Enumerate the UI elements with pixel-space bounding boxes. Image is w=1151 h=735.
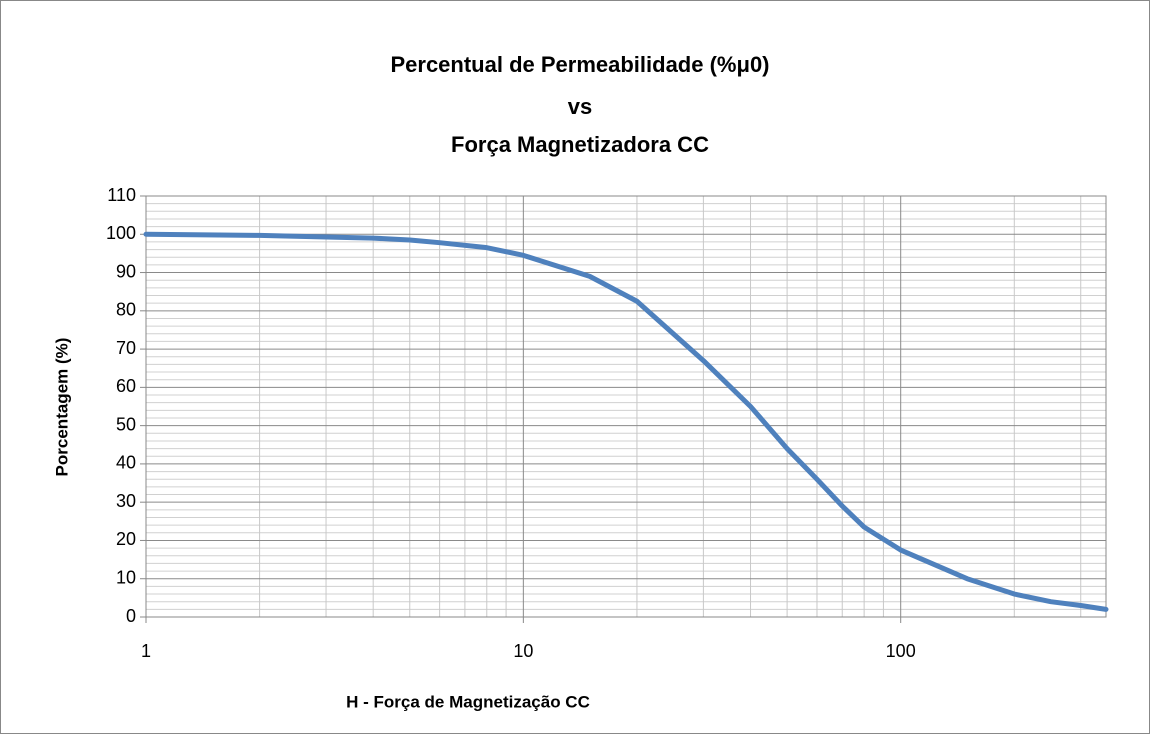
y-tick-label: 110 [107, 185, 136, 205]
chart-title: vs [568, 94, 592, 119]
y-tick-label: 80 [116, 300, 136, 320]
plot-border [145, 195, 1107, 618]
y-axis-label: Porcentagem (%) [52, 338, 71, 477]
x-tick-label: 1 [141, 641, 151, 661]
y-tick-label: 30 [116, 491, 136, 511]
y-tick-label: 50 [116, 414, 136, 434]
y-tick-label: 10 [116, 567, 136, 587]
y-tick-label: 20 [116, 529, 136, 549]
y-tick-label: 90 [116, 261, 136, 281]
x-tick-label: 10 [513, 641, 533, 661]
y-tick-label: 100 [106, 223, 136, 243]
y-tick-label: 70 [116, 338, 136, 358]
chart-title: Percentual de Permeabilidade (%μ0) [390, 52, 769, 77]
x-tick-label: 100 [886, 641, 916, 661]
x-axis-label: H - Força de Magnetização CC [346, 692, 590, 711]
y-tick-label: 60 [116, 376, 136, 396]
y-tick-label: 0 [126, 606, 136, 626]
data-line [143, 231, 1109, 612]
chart-title: Força Magnetizadora CC [451, 132, 709, 157]
y-tick-label: 40 [116, 453, 136, 473]
